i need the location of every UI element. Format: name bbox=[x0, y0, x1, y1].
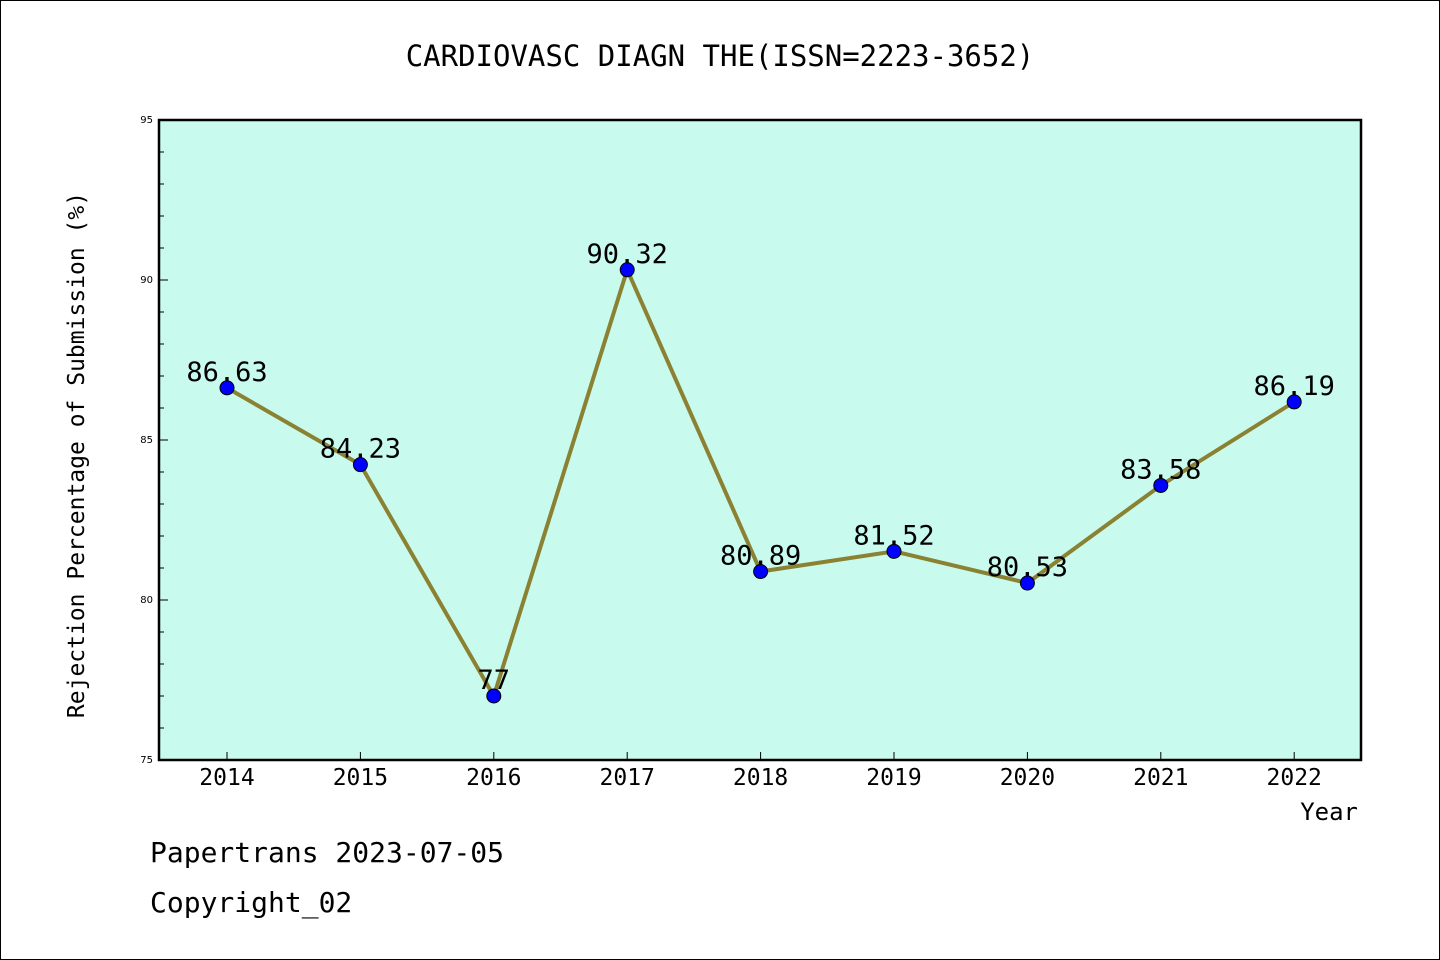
x-tick-label: 2021 bbox=[1133, 765, 1188, 791]
data-point-marker bbox=[753, 564, 769, 580]
plot-border bbox=[157, 118, 1363, 762]
footer-date-line: Papertrans 2023-07-05 bbox=[150, 836, 505, 869]
data-label: 81.52 bbox=[853, 520, 934, 551]
data-label: 80.53 bbox=[987, 552, 1068, 583]
x-axis-label: Year bbox=[1300, 798, 1358, 826]
x-tick-label: 2022 bbox=[1267, 765, 1322, 791]
plot-area: 75 80 85 90 95 2014 2015 2016 2017 2018 2019 2020 20… bbox=[140, 115, 1363, 791]
y-tick-label: 95 bbox=[140, 115, 153, 126]
x-tick-label: 2014 bbox=[199, 765, 254, 791]
data-label: 90.32 bbox=[587, 239, 668, 270]
x-tick-label: 2020 bbox=[1000, 765, 1055, 791]
data-point-marker bbox=[1019, 575, 1035, 591]
data-label: 86.19 bbox=[1254, 371, 1335, 402]
y-tick-label: 85 bbox=[140, 435, 153, 446]
footer-copyright-line: Copyright_02 bbox=[150, 886, 353, 919]
chart-title: CARDIOVASC DIAGN THE(ISSN=2223-3652) bbox=[406, 39, 1035, 73]
y-tick-label: 75 bbox=[140, 755, 153, 766]
data-point-marker bbox=[1153, 477, 1169, 493]
plot-background bbox=[159, 120, 1361, 760]
data-point-marker bbox=[619, 262, 635, 278]
data-point-marker bbox=[886, 543, 902, 559]
y-tick-label: 80 bbox=[140, 595, 153, 606]
data-point-marker bbox=[486, 688, 502, 704]
data-point-marker bbox=[219, 380, 235, 396]
x-tick-label: 2018 bbox=[733, 765, 788, 791]
y-tick-label: 90 bbox=[140, 275, 153, 286]
data-point-marker bbox=[1286, 394, 1302, 410]
data-label: 80.89 bbox=[720, 541, 801, 572]
x-tick-label: 2015 bbox=[333, 765, 388, 791]
data-label: 77 bbox=[478, 665, 511, 696]
x-tick-label: 2019 bbox=[866, 765, 921, 791]
data-label: 84.23 bbox=[320, 434, 401, 465]
y-axis-label: Rejection Percentage of Submission (%) bbox=[64, 192, 90, 718]
data-label: 86.63 bbox=[186, 357, 267, 388]
data-point-marker bbox=[352, 457, 368, 473]
x-tick-label: 2017 bbox=[600, 765, 655, 791]
x-tick-label: 2016 bbox=[466, 765, 521, 791]
data-label: 83.58 bbox=[1120, 454, 1201, 485]
